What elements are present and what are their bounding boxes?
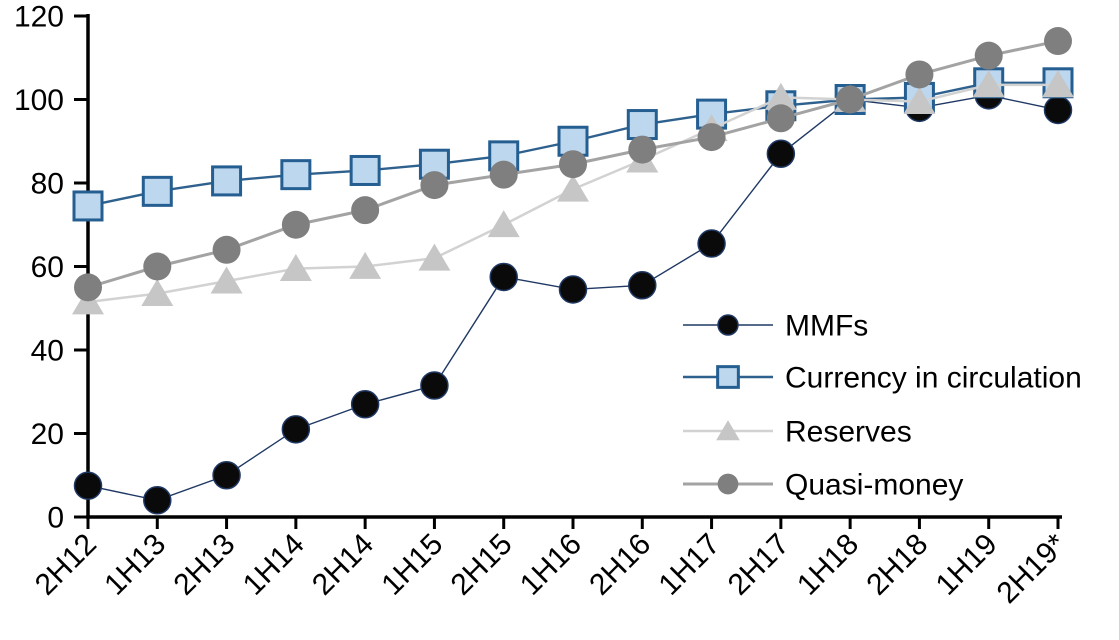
mmfs-marker: [628, 271, 657, 300]
quasi-money-marker: [836, 85, 865, 114]
quasi-money-marker: [974, 41, 1003, 70]
quasi-money-marker: [212, 235, 241, 264]
mmfs-marker: [489, 262, 518, 292]
y-tick-label: 80: [31, 168, 64, 201]
reserves-marker: [903, 87, 936, 115]
quasi-money-marker: [766, 104, 795, 133]
reserves-marker: [557, 174, 589, 202]
reserves-marker: [141, 279, 174, 307]
mmfs-marker: [1043, 95, 1073, 125]
quasi-money-marker: [281, 210, 310, 239]
quasi-money-marker: [74, 273, 102, 302]
y-tick-label: 40: [31, 335, 64, 368]
mmfs-marker: [350, 390, 380, 419]
reserves-marker: [972, 70, 1005, 98]
legend-label-quasi-money: Quasi-money: [785, 469, 963, 502]
reserves-marker: [349, 251, 382, 279]
reserves-marker: [1042, 70, 1074, 98]
mmfs-marker: [281, 415, 311, 444]
currency-in-circulation-marker: [211, 165, 243, 197]
reserves-marker: [764, 82, 797, 110]
quasi-money-marker: [420, 171, 449, 200]
quasi-money-marker: [905, 60, 934, 89]
y-tick-label: 120: [14, 1, 64, 34]
y-tick-label: 0: [47, 502, 64, 535]
mmfs-marker: [558, 275, 588, 304]
quasi-money-marker: [559, 150, 587, 179]
currency-in-circulation-marker: [626, 109, 658, 141]
reserves-marker: [210, 266, 243, 294]
reserves-marker: [418, 243, 451, 271]
currency-in-circulation-marker: [349, 154, 381, 186]
quasi-money-marker: [351, 196, 380, 225]
quasi-money-marker: [1044, 27, 1072, 56]
legend-label-reserves: Reserves: [785, 416, 912, 449]
mmfs-marker: [143, 486, 172, 515]
y-tick-label: 20: [31, 418, 64, 451]
currency-in-circulation-marker: [280, 159, 312, 191]
y-tick-label: 60: [31, 251, 64, 284]
mmfs-marker: [73, 471, 103, 500]
currency-in-circulation-marker: [141, 175, 173, 207]
quasi-money-marker: [628, 135, 657, 164]
legend-reserves-marker-icon: [716, 420, 740, 441]
legend-label-currency-in-circulation: Currency in circulation: [785, 362, 1082, 395]
mmfs-marker: [212, 461, 241, 490]
currency-in-circulation-marker: [72, 190, 104, 222]
quasi-money-marker: [143, 252, 172, 281]
quasi-money-marker: [489, 160, 518, 189]
reserves-marker: [279, 254, 312, 282]
legend-currency-in-circulation-marker-icon: [716, 365, 740, 389]
legend-label-mmfs: MMFs: [785, 310, 868, 343]
mmfs-marker: [766, 139, 796, 169]
legend-mmfs-marker-icon: [717, 314, 739, 336]
mmfs-marker: [420, 371, 449, 400]
legend-quasi-money-marker-icon: [717, 473, 739, 495]
mmfs-marker: [697, 229, 726, 258]
quasi-money-marker: [697, 123, 726, 152]
y-tick-label: 100: [14, 84, 64, 117]
reserves-marker: [487, 210, 520, 238]
